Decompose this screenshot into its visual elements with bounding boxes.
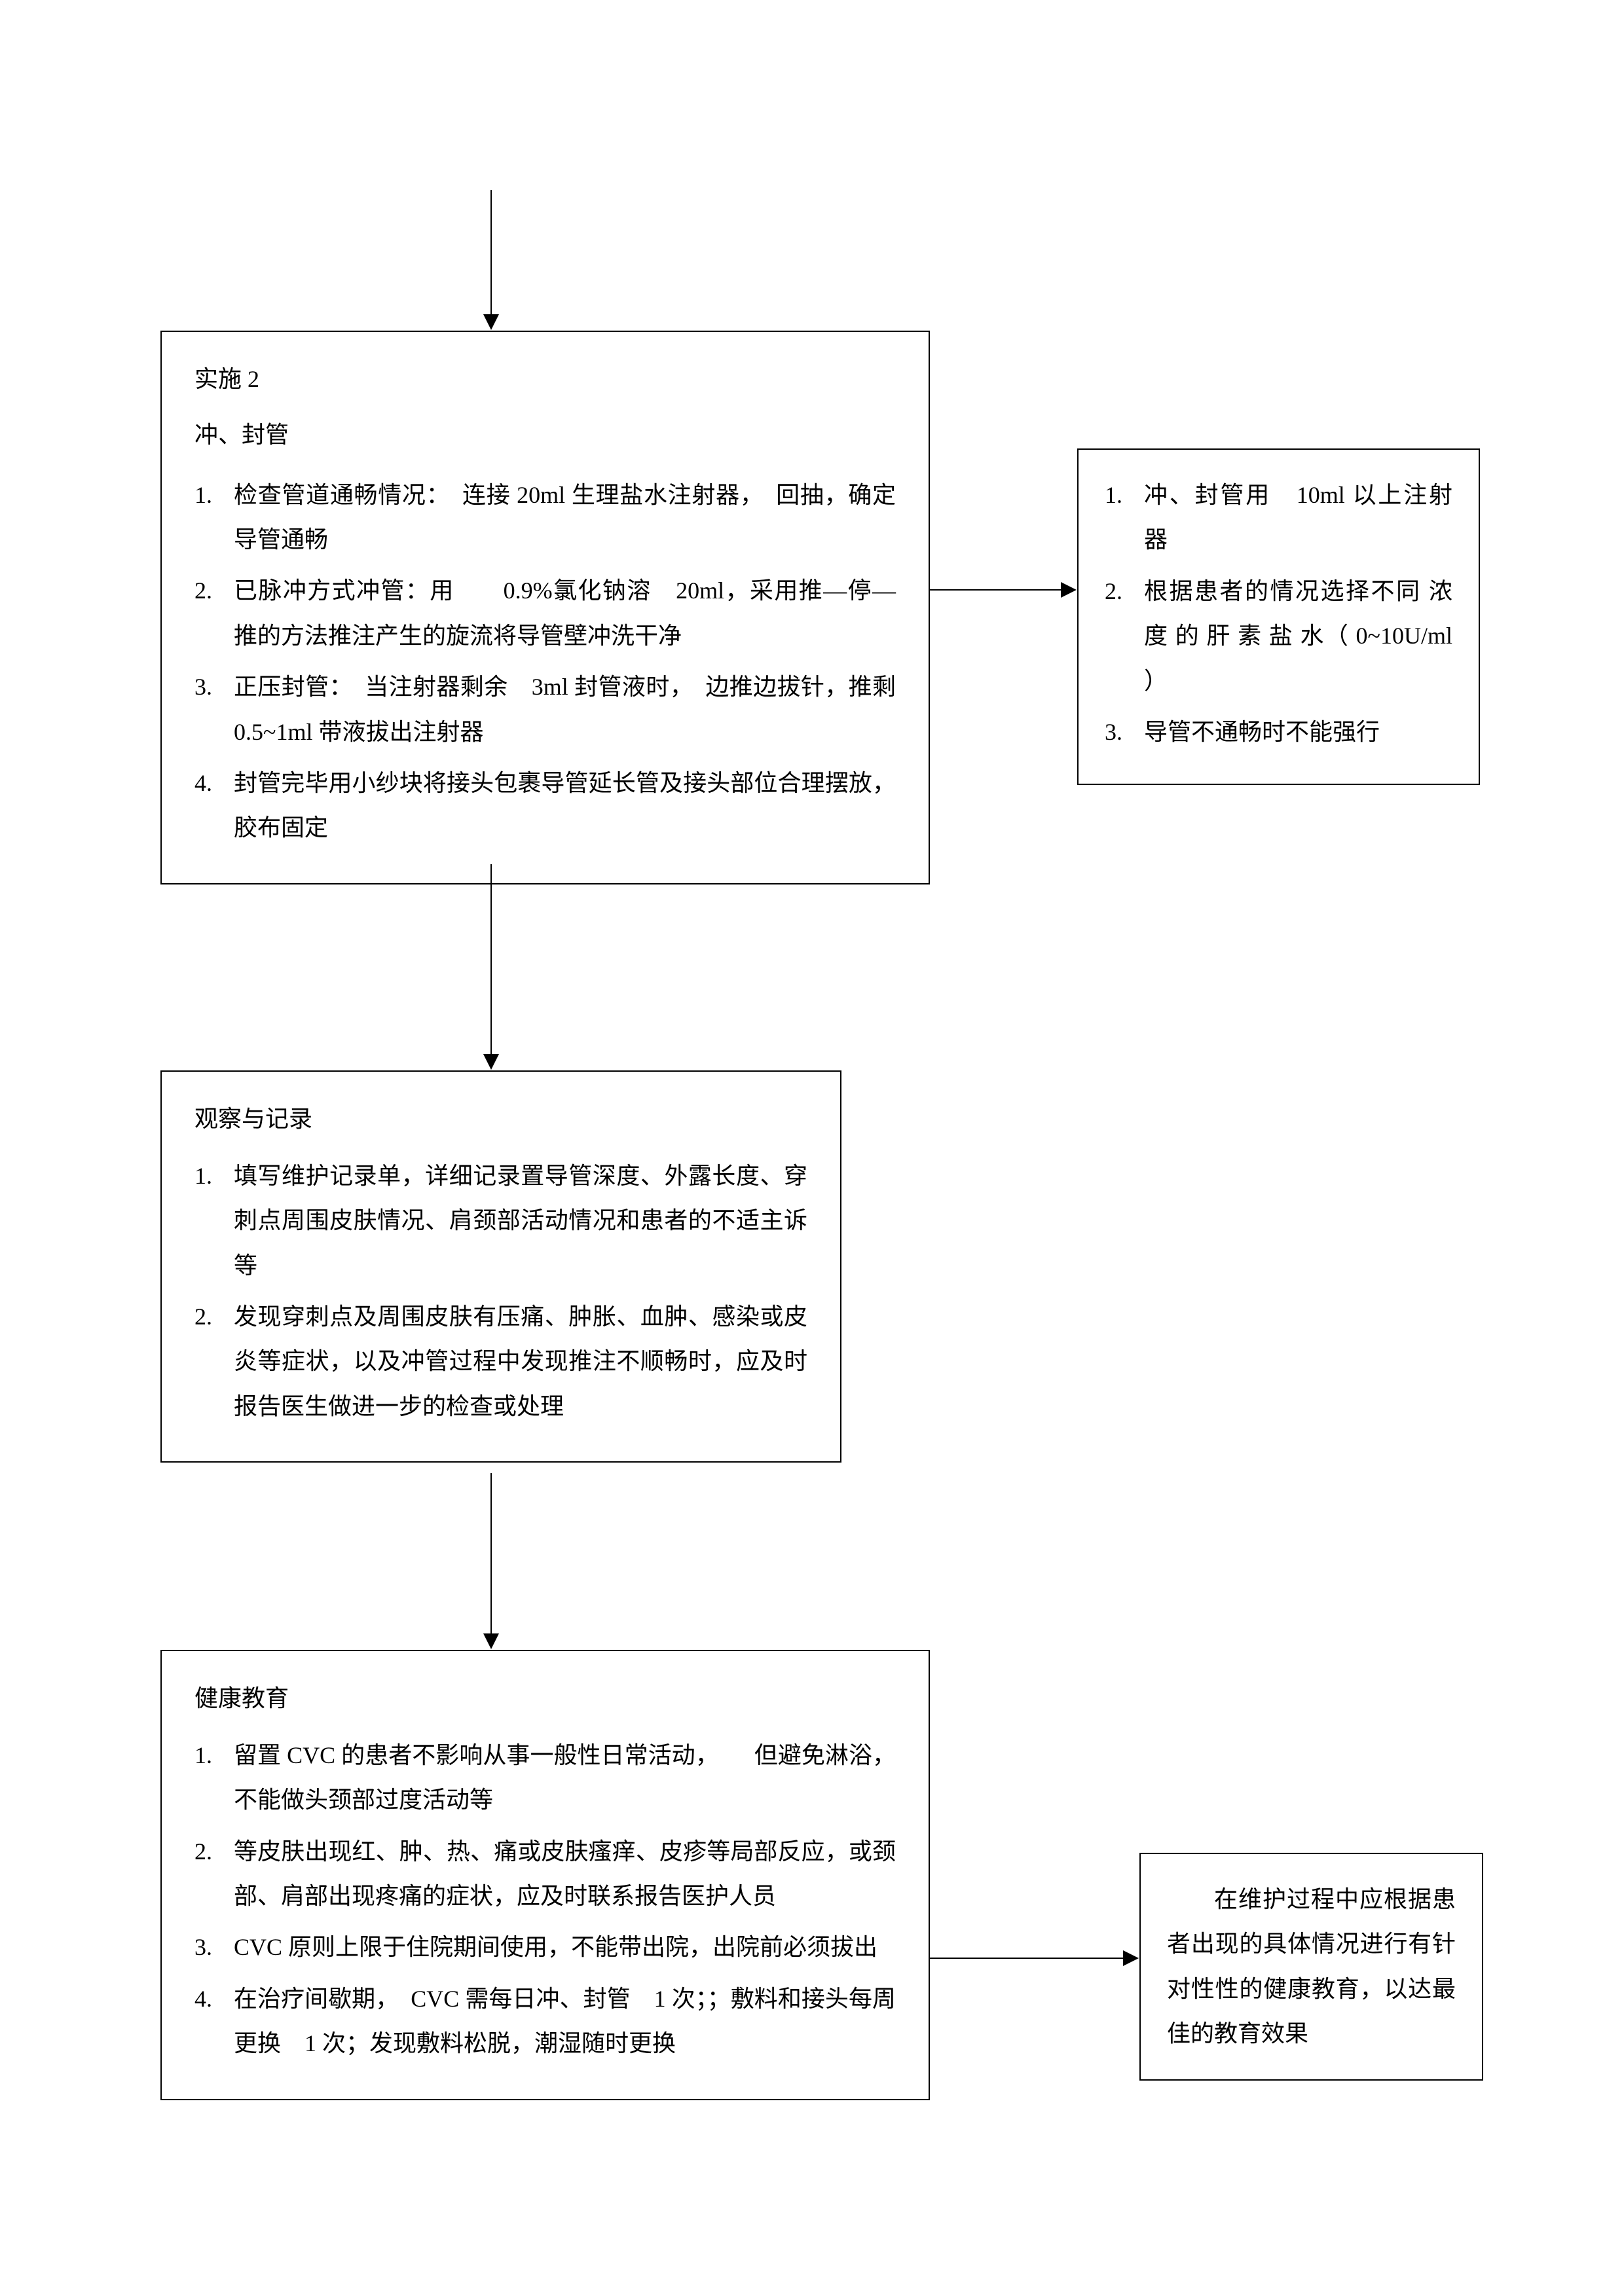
list-number: 2. — [194, 568, 234, 658]
list-text: 导管不通畅时不能强行 — [1144, 710, 1452, 754]
list-text: 在治疗间歇期， CVC 需每日冲、封管 1 次；；敷料和接头每周更换 1 次；发… — [234, 1977, 896, 2066]
list-text: 发现穿刺点及周围皮肤有压痛、肿胀、血肿、感染或皮炎等症状，以及冲管过程中发现推注… — [234, 1294, 807, 1429]
list-number: 3. — [194, 665, 234, 754]
list-number: 1. — [194, 1154, 234, 1288]
list-text: 根据患者的情况选择不同 浓 度 的 肝 素 盐 水（ 0~10U/ml ） — [1144, 569, 1452, 703]
box3-item-1: 1. 留置 CVC 的患者不影响从事一般性日常活动， 但避免淋浴，不能做头颈部过… — [194, 1733, 896, 1823]
list-text: 检查管道通畅情况： 连接 20ml 生理盐水注射器， 回抽，确定导管通畅 — [234, 473, 896, 562]
side2-text: 在维护过程中应根据患者出现的具体情况进行有针对性性的健康教育，以达最佳的教育效果 — [1167, 1877, 1456, 2056]
list-text: 已脉冲方式冲管：用 0.9%氯化钠溶 20ml，采用推—停—推的方法推注产生的旋… — [234, 568, 896, 658]
list-text: 封管完毕用小纱块将接头包裹导管延长管及接头部位合理摆放，胶布固定 — [234, 761, 896, 850]
box1-item-1: 1. 检查管道通畅情况： 连接 20ml 生理盐水注射器， 回抽，确定导管通畅 — [194, 473, 896, 562]
box1-item-2: 2. 已脉冲方式冲管：用 0.9%氯化钠溶 20ml，采用推—停—推的方法推注产… — [194, 568, 896, 658]
list-text: 留置 CVC 的患者不影响从事一般性日常活动， 但避免淋浴，不能做头颈部过度活动… — [234, 1733, 896, 1823]
list-number: 1. — [194, 473, 234, 562]
list-number: 2. — [1105, 569, 1144, 703]
box-health-education: 健康教育 1. 留置 CVC 的患者不影响从事一般性日常活动， 但避免淋浴，不能… — [160, 1650, 930, 2100]
box-observation-record: 观察与记录 1. 填写维护记录单，详细记录置导管深度、外露长度、穿刺点周围皮肤情… — [160, 1070, 841, 1463]
box1-title: 实施 2 — [194, 358, 896, 401]
box2-title: 观察与记录 — [194, 1098, 807, 1140]
side1-item-1: 1. 冲、封管用 10ml 以上注射器 — [1105, 473, 1452, 562]
arrow-box2-to-box3-line — [490, 1473, 492, 1637]
list-number: 4. — [194, 1977, 234, 2066]
list-number: 2. — [194, 1294, 234, 1429]
box1-subtitle: 冲、封管 — [194, 414, 896, 456]
arrow-box3-to-side2-line — [930, 1958, 1126, 1959]
arrow-box1-to-side1-line — [930, 589, 1064, 591]
arrow-box1-to-box2-line — [490, 864, 492, 1057]
side-box-2: 在维护过程中应根据患者出现的具体情况进行有针对性性的健康教育，以达最佳的教育效果 — [1139, 1853, 1483, 2081]
side-box-1: 1. 冲、封管用 10ml 以上注射器 2. 根据患者的情况选择不同 浓 度 的… — [1077, 448, 1480, 785]
box-implementation-2: 实施 2 冲、封管 1. 检查管道通畅情况： 连接 20ml 生理盐水注射器， … — [160, 331, 930, 884]
box2-item-1: 1. 填写维护记录单，详细记录置导管深度、外露长度、穿刺点周围皮肤情况、肩颈部活… — [194, 1154, 807, 1288]
box2-item-2: 2. 发现穿刺点及周围皮肤有压痛、肿胀、血肿、感染或皮炎等症状，以及冲管过程中发… — [194, 1294, 807, 1429]
side1-item-3: 3. 导管不通畅时不能强行 — [1105, 710, 1452, 754]
arrow-box1-to-box2-head — [483, 1054, 499, 1070]
arrow-box1-to-side1-head — [1061, 582, 1077, 598]
list-number: 3. — [194, 1925, 234, 1969]
side1-item-2: 2. 根据患者的情况选择不同 浓 度 的 肝 素 盐 水（ 0~10U/ml ） — [1105, 569, 1452, 703]
box3-item-2: 2. 等皮肤出现红、肿、热、痛或皮肤瘙痒、皮疹等局部反应，或颈部、肩部出现疼痛的… — [194, 1829, 896, 1919]
box1-item-4: 4. 封管完毕用小纱块将接头包裹导管延长管及接头部位合理摆放，胶布固定 — [194, 761, 896, 850]
box1-item-3: 3. 正压封管： 当注射器剩余 3ml 封管液时， 边推边拔针，推剩 0.5~1… — [194, 665, 896, 754]
list-number: 1. — [194, 1733, 234, 1823]
box3-item-3: 3. CVC 原则上限于住院期间使用，不能带出院，出院前必须拔出 — [194, 1925, 896, 1969]
box3-title: 健康教育 — [194, 1677, 896, 1720]
box3-item-4: 4. 在治疗间歇期， CVC 需每日冲、封管 1 次；；敷料和接头每周更换 1 … — [194, 1977, 896, 2066]
arrow-into-box1-line — [490, 190, 492, 318]
list-number: 2. — [194, 1829, 234, 1919]
list-number: 3. — [1105, 710, 1144, 754]
list-text: 等皮肤出现红、肿、热、痛或皮肤瘙痒、皮疹等局部反应，或颈部、肩部出现疼痛的症状，… — [234, 1829, 896, 1919]
arrow-box3-to-side2-head — [1123, 1950, 1139, 1966]
list-text: CVC 原则上限于住院期间使用，不能带出院，出院前必须拔出 — [234, 1925, 896, 1969]
list-number: 1. — [1105, 473, 1144, 562]
arrow-box2-to-box3-head — [483, 1633, 499, 1649]
list-text: 正压封管： 当注射器剩余 3ml 封管液时， 边推边拔针，推剩 0.5~1ml … — [234, 665, 896, 754]
list-text: 填写维护记录单，详细记录置导管深度、外露长度、穿刺点周围皮肤情况、肩颈部活动情况… — [234, 1154, 807, 1288]
arrow-into-box1-head — [483, 314, 499, 330]
list-text: 冲、封管用 10ml 以上注射器 — [1144, 473, 1452, 562]
list-number: 4. — [194, 761, 234, 850]
